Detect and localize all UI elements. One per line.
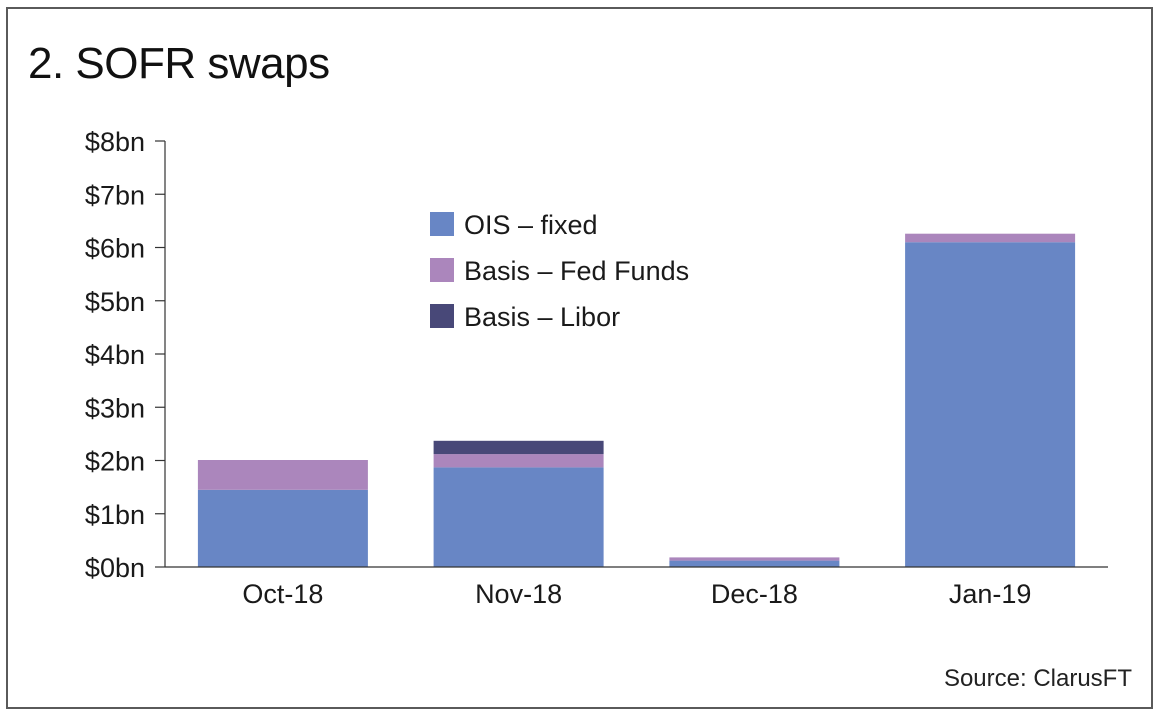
y-tick-label-5: $5bn [85,287,145,317]
source-note: Source: ClarusFT [943,665,1132,692]
x-tick-label-1: Nov-18 [475,579,562,609]
x-tick-label-3: Jan-19 [949,579,1032,609]
bar-oct-18-series-0 [197,489,368,567]
chart-title: 2. SOFR swaps [28,39,330,88]
legend-label-1: Basis – Fed Funds [464,256,689,286]
bar-oct-18-series-1 [197,460,368,490]
y-tick-label-0: $0bn [85,553,145,583]
y-tick-label-8: $8bn [85,127,145,157]
y-tick-label-6: $6bn [85,234,145,264]
legend-swatch-2 [430,304,454,328]
bar-nov-18-series-1 [433,454,604,468]
x-tick-label-0: Oct-18 [242,579,323,609]
legend-label-2: Basis – Libor [464,302,620,332]
axes-layer: Oct-18 Nov-18 Dec-18 Jan-19 $0bn $1bn $2bn $3bn… [85,127,1108,609]
legend-label-0: OIS – fixed [464,210,598,240]
bars-layer [197,233,1076,567]
bar-nov-18-series-2 [433,440,604,455]
legend: OIS – fixed Basis – Fed Funds Basis – Libo… [430,210,689,332]
bar-dec-18-series-1 [669,557,840,561]
bar-jan-19-series-0 [905,242,1076,567]
bar-jan-19-series-1 [905,233,1076,243]
legend-swatch-1 [430,258,454,282]
x-tick-label-2: Dec-18 [711,579,798,609]
bar-nov-18-series-0 [433,467,604,567]
y-tick-label-7: $7bn [85,180,145,210]
y-tick-label-1: $1bn [85,500,145,530]
y-tick-label-2: $2bn [85,447,145,477]
y-tick-label-4: $4bn [85,340,145,370]
y-tick-label-3: $3bn [85,393,145,423]
legend-swatch-0 [430,212,454,236]
bar-dec-18-series-0 [669,560,840,567]
